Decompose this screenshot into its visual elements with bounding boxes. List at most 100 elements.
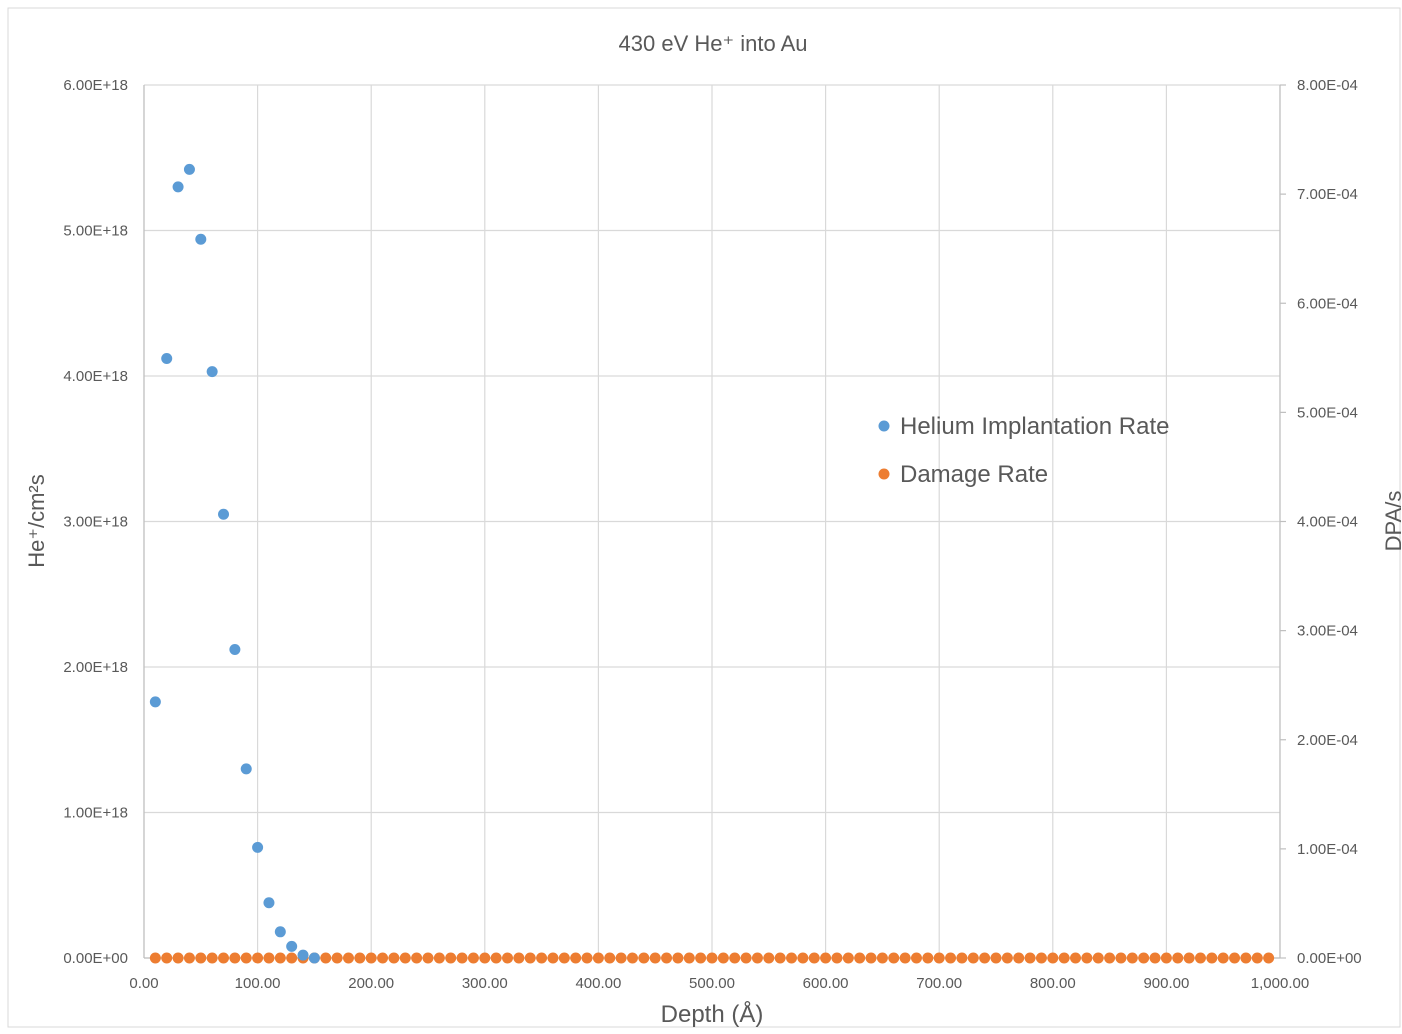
damage-rate-point [354, 952, 366, 964]
y-tick-label: 5.00E+18 [63, 223, 128, 240]
damage-rate-point [1206, 952, 1218, 964]
damage-rate-point [320, 952, 332, 964]
damage-rate-point [411, 952, 423, 964]
damage-rate-point [967, 952, 979, 964]
damage-rate-point [695, 952, 707, 964]
damage-rate-point [263, 952, 275, 964]
damage-rate-point [536, 952, 548, 964]
tick-labels: 0.00 100.00 200.00 300.00 400.00 500.00 600.00… [63, 77, 1361, 992]
helium-rate-point [263, 897, 275, 909]
y2-tick-label: 1.00E-04 [1297, 841, 1358, 858]
helium-rate-point [297, 949, 309, 961]
damage-rate-point [479, 952, 491, 964]
y2-tick-label: 0.00E+00 [1297, 950, 1362, 967]
helium-rate-point [172, 181, 184, 193]
damage-rate-point [649, 952, 661, 964]
damage-rate-point [638, 952, 650, 964]
chart-frame [7, 7, 1401, 1028]
damage-rate-point [331, 952, 343, 964]
damage-rate-point [1240, 952, 1252, 964]
damage-rate-point [1024, 952, 1036, 964]
damage-rate-point [388, 952, 400, 964]
damage-rate-point [854, 952, 866, 964]
helium-rate-point [240, 763, 252, 775]
damage-rate-point [786, 952, 798, 964]
damage-rate-point [524, 952, 536, 964]
damage-rate-point [888, 952, 900, 964]
y-tick-label: 1.00E+18 [63, 805, 128, 822]
helium-rate-point [286, 940, 298, 952]
damage-rate-point [1013, 952, 1025, 964]
damage-rate-point [206, 952, 218, 964]
damage-rate-point [161, 952, 173, 964]
helium-rate-point [161, 353, 173, 365]
damage-rate-point [490, 952, 502, 964]
y-tick-label: 6.00E+18 [63, 77, 128, 94]
damage-rate-point [1263, 952, 1275, 964]
y2-tick-label: 2.00E-04 [1297, 732, 1358, 749]
damage-rate-point [592, 952, 604, 964]
damage-rate-point [218, 952, 230, 964]
y2-tick-label: 4.00E-04 [1297, 514, 1358, 531]
damage-rate-point [820, 952, 832, 964]
legend-label-helium: Helium Implantation Rate [900, 413, 1169, 440]
damage-rate-point [615, 952, 627, 964]
y-tick-label: 0.00E+00 [63, 950, 128, 967]
damage-rate-point [1149, 952, 1161, 964]
damage-rate-point [899, 952, 911, 964]
damage-rate-point [1115, 952, 1127, 964]
x-tick-label: 100.00 [235, 975, 281, 992]
damage-rate-point [740, 952, 752, 964]
x-tick-label: 800.00 [1030, 975, 1076, 992]
damage-rate-point [342, 952, 354, 964]
x-tick-label: 400.00 [575, 975, 621, 992]
chart-title: 430 eV He⁺ into Au [619, 31, 808, 56]
damage-rate-point [865, 952, 877, 964]
damage-rate-point [286, 952, 298, 964]
damage-rate-point [1217, 952, 1229, 964]
x-tick-label: 500.00 [689, 975, 735, 992]
damage-rate-point [1183, 952, 1195, 964]
damage-rate-point [502, 952, 514, 964]
damage-rate-point [763, 952, 775, 964]
damage-rate-point [1138, 952, 1150, 964]
damage-rate-point [513, 952, 525, 964]
damage-rate-point [910, 952, 922, 964]
helium-rate-point [308, 952, 320, 964]
damage-rate-point [808, 952, 820, 964]
damage-rate-point [581, 952, 593, 964]
y-tick-label: 2.00E+18 [63, 659, 128, 676]
y2-tick-label: 5.00E-04 [1297, 404, 1358, 421]
damage-rate-point [172, 952, 184, 964]
damage-rate-point [990, 952, 1002, 964]
legend-label-damage: Damage Rate [900, 461, 1048, 488]
damage-rate-point [1035, 952, 1047, 964]
damage-rate-point [706, 952, 718, 964]
y2-tick-label: 3.00E-04 [1297, 623, 1358, 640]
damage-rate-point [797, 952, 809, 964]
damage-rate-point [956, 952, 968, 964]
damage-rate-point [195, 952, 207, 964]
damage-rate-point [1001, 952, 1013, 964]
damage-rate-point [933, 952, 945, 964]
damage-rate-point [1172, 952, 1184, 964]
damage-rate-point [717, 952, 729, 964]
damage-rate-point [945, 952, 957, 964]
x-tick-label: 1,000.00 [1251, 975, 1309, 992]
legend-marker-damage [878, 468, 890, 480]
helium-rate-point [218, 508, 230, 520]
damage-rate-point [1126, 952, 1138, 964]
damage-rate-point [683, 952, 695, 964]
data-series [149, 163, 1275, 964]
damage-rate-point [1070, 952, 1082, 964]
damage-rate-point [558, 952, 570, 964]
damage-rate-point [365, 952, 377, 964]
y-axis-label: He⁺/cm²s [24, 474, 49, 568]
damage-rate-point [751, 952, 763, 964]
damage-rate-point [842, 952, 854, 964]
damage-rate-point [274, 952, 286, 964]
damage-rate-point [1092, 952, 1104, 964]
damage-rate-point [252, 952, 264, 964]
